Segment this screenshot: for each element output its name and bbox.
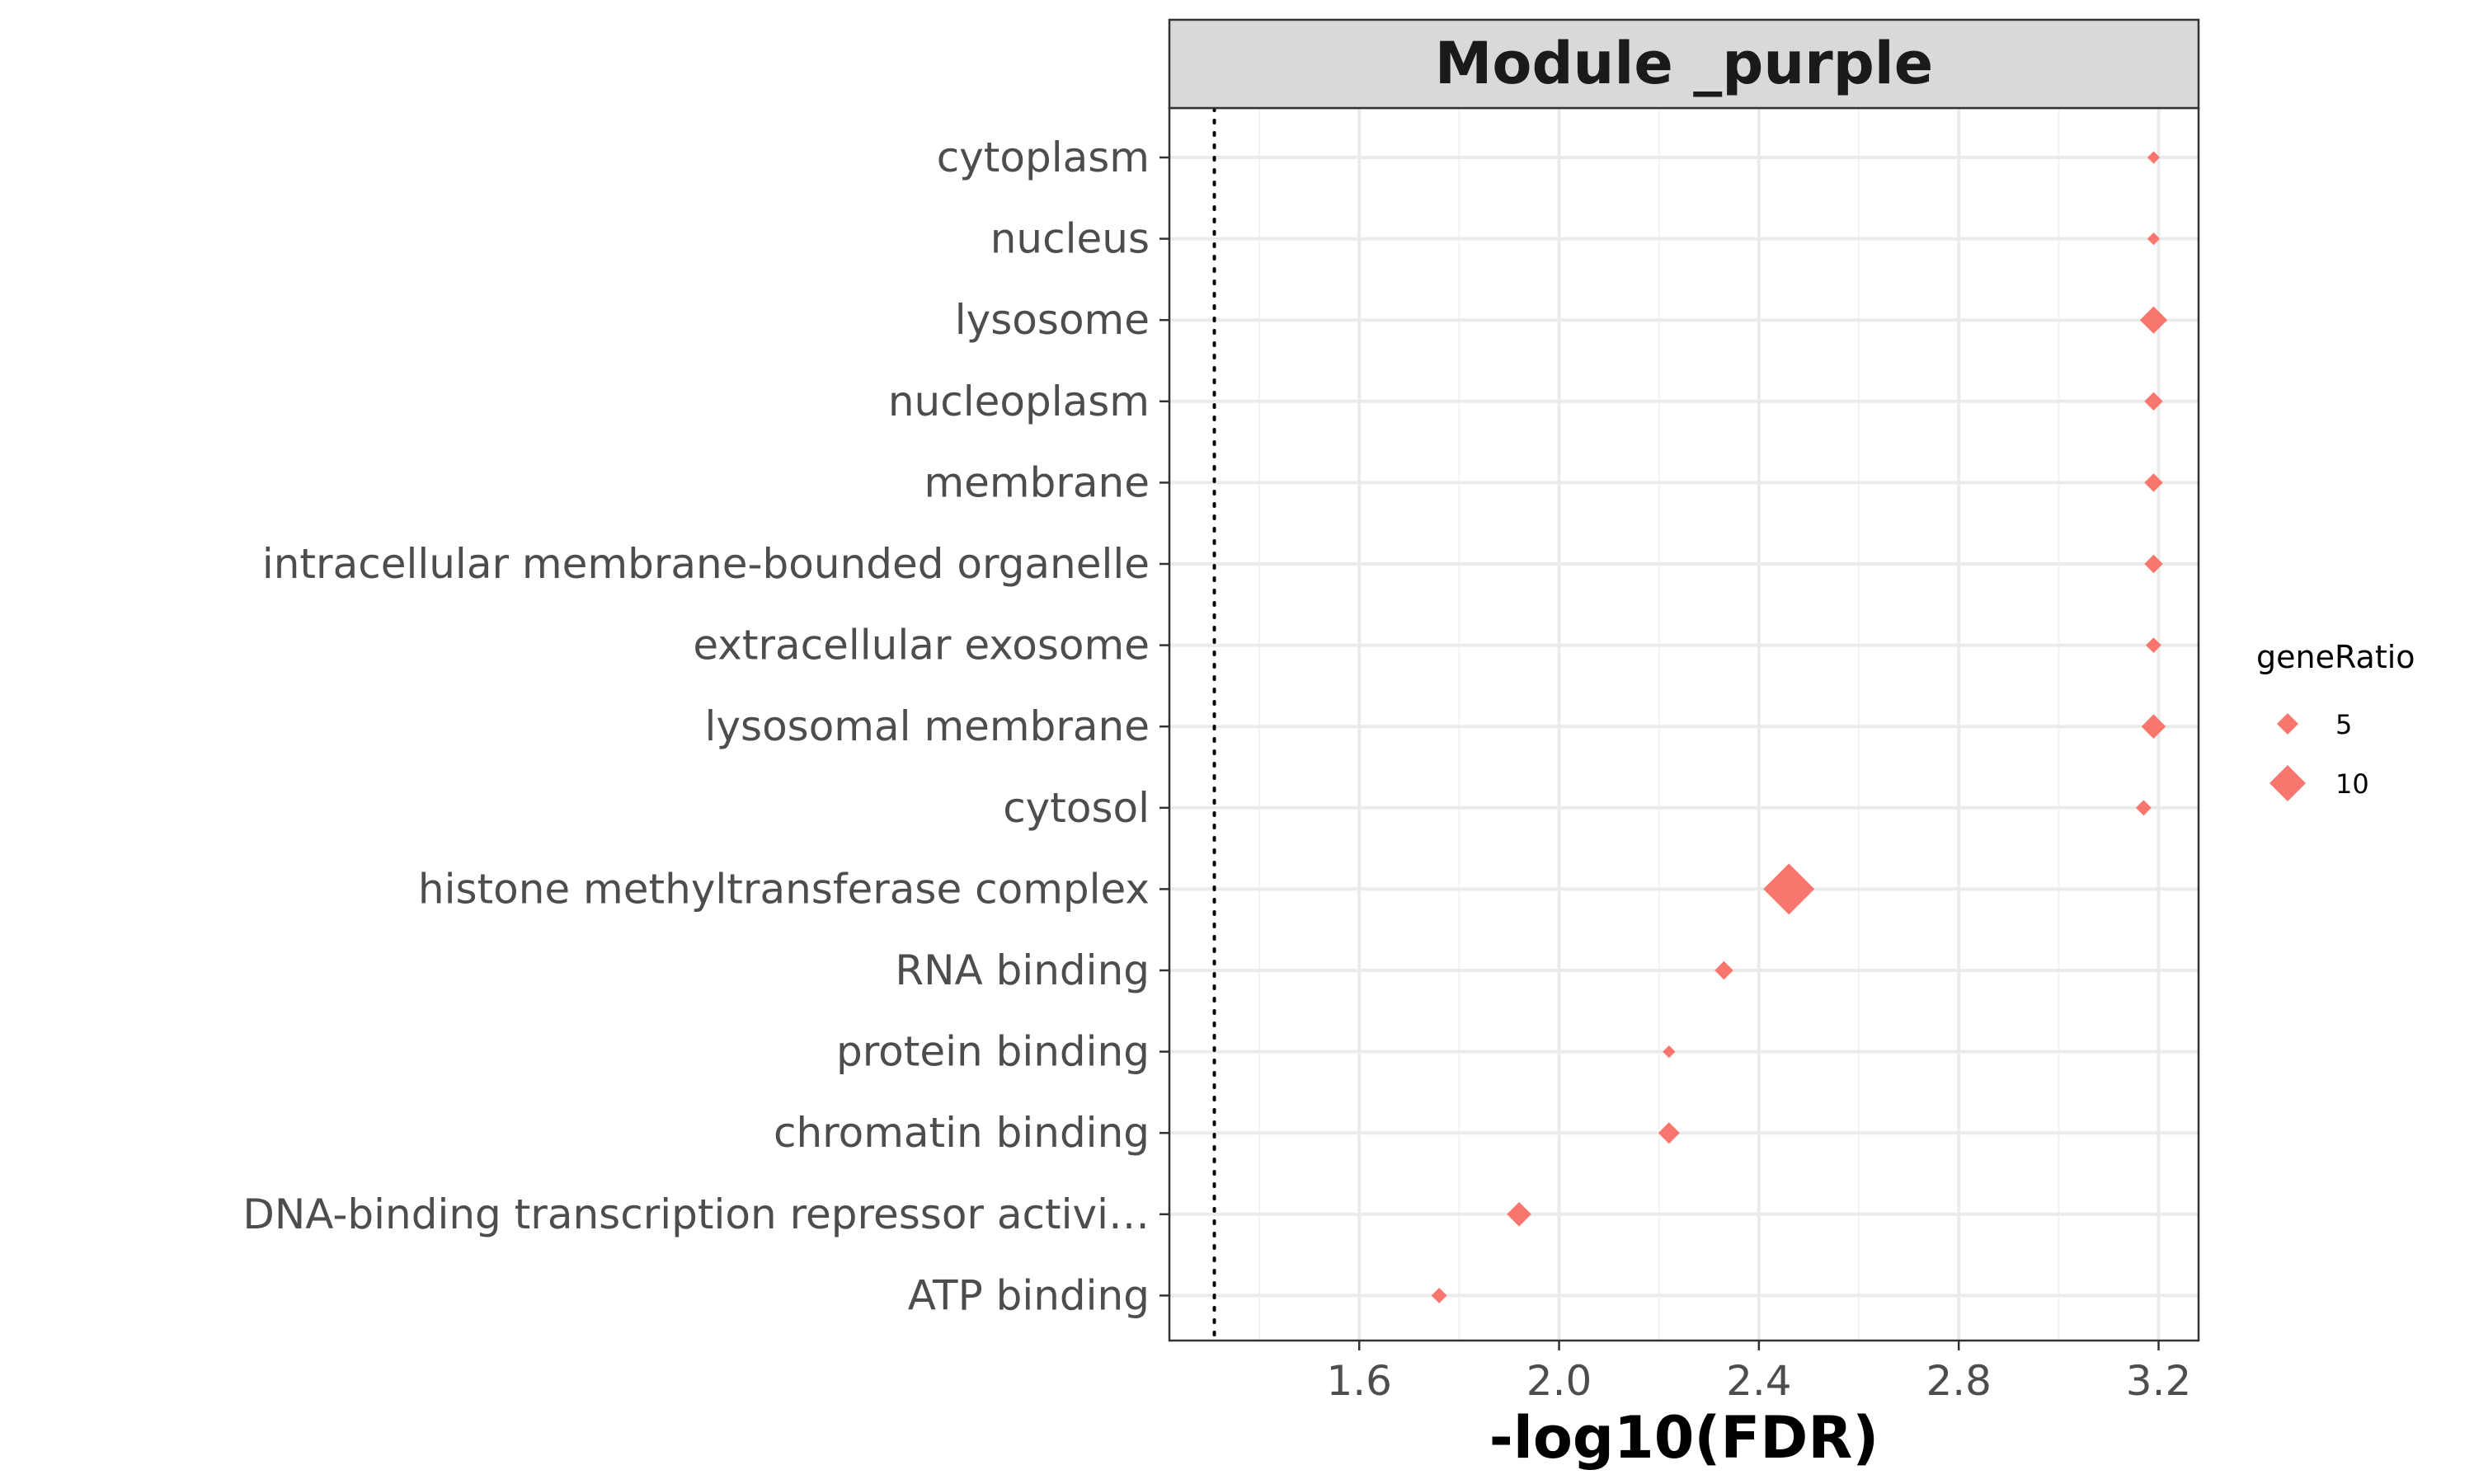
y-tick-label: RNA binding xyxy=(895,946,1150,994)
y-tick-label: extracellular exosome xyxy=(693,622,1150,669)
data-point xyxy=(2139,306,2168,334)
data-point xyxy=(2144,392,2163,411)
y-tick-label: nucleus xyxy=(990,215,1150,263)
panel-background xyxy=(1169,108,2199,1341)
y-tick-label: DNA-binding transcription repressor acti… xyxy=(242,1190,1150,1238)
x-tick-label: 3.2 xyxy=(2126,1357,2192,1405)
facet-strip: Module _purple xyxy=(1168,18,2200,110)
y-tick-label: ATP binding xyxy=(908,1271,1150,1319)
data-point xyxy=(1663,1045,1676,1059)
y-axis: cytoplasm nucleus lysosome nucleoplasm membr… xyxy=(242,134,1169,1319)
legend-key xyxy=(2269,765,2306,801)
y-tick-label: membrane xyxy=(924,458,1150,506)
data-point xyxy=(1507,1202,1531,1227)
data-point xyxy=(2135,800,2152,816)
chart-title: Module _purple xyxy=(1435,30,1934,97)
y-tick-label: nucleoplasm xyxy=(888,378,1150,425)
x-tick-label: 2.0 xyxy=(1526,1357,1592,1405)
x-axis: 1.6 2.0 2.4 2.8 3.2 xyxy=(1326,1341,2191,1405)
y-tick-label: lysosome xyxy=(955,296,1150,344)
data-points xyxy=(1431,151,2168,1303)
data-point xyxy=(2147,232,2161,246)
data-point xyxy=(1658,1122,1680,1144)
legend-title: geneRatio xyxy=(2256,639,2415,675)
data-point xyxy=(2144,554,2163,574)
data-point xyxy=(2146,637,2161,653)
minor-gridlines xyxy=(1258,108,2060,1341)
y-tick-label: protein binding xyxy=(836,1028,1150,1076)
legend-key xyxy=(2277,713,2298,735)
y-tick-label: histone methyltransferase complex xyxy=(418,865,1150,913)
data-point xyxy=(1431,1288,1447,1303)
x-tick-label: 2.4 xyxy=(1726,1357,1792,1405)
data-point xyxy=(1714,960,1733,980)
data-point xyxy=(1763,863,1815,915)
y-tick-label: chromatin binding xyxy=(774,1109,1150,1157)
x-axis-title: -log10(FDR) xyxy=(1489,1404,1879,1472)
y-tick-label: lysosomal membrane xyxy=(705,702,1150,750)
y-tick-label: intracellular membrane-bounded organelle xyxy=(262,540,1150,588)
legend: geneRatio 5 10 xyxy=(2256,639,2415,801)
data-point xyxy=(2147,151,2161,164)
data-point xyxy=(2141,714,2166,739)
plot-panel xyxy=(1168,106,2200,1342)
data-point xyxy=(2144,473,2163,492)
y-tick-label: cytoplasm xyxy=(937,134,1150,181)
legend-label: 10 xyxy=(2335,768,2369,800)
x-tick-label: 1.6 xyxy=(1326,1357,1392,1405)
legend-label: 5 xyxy=(2335,709,2352,740)
major-gridlines xyxy=(1169,108,2199,1341)
x-tick-label: 2.8 xyxy=(1926,1357,1992,1405)
facet-strip-background xyxy=(1168,18,2200,110)
y-tick-label: cytosol xyxy=(1003,784,1150,832)
